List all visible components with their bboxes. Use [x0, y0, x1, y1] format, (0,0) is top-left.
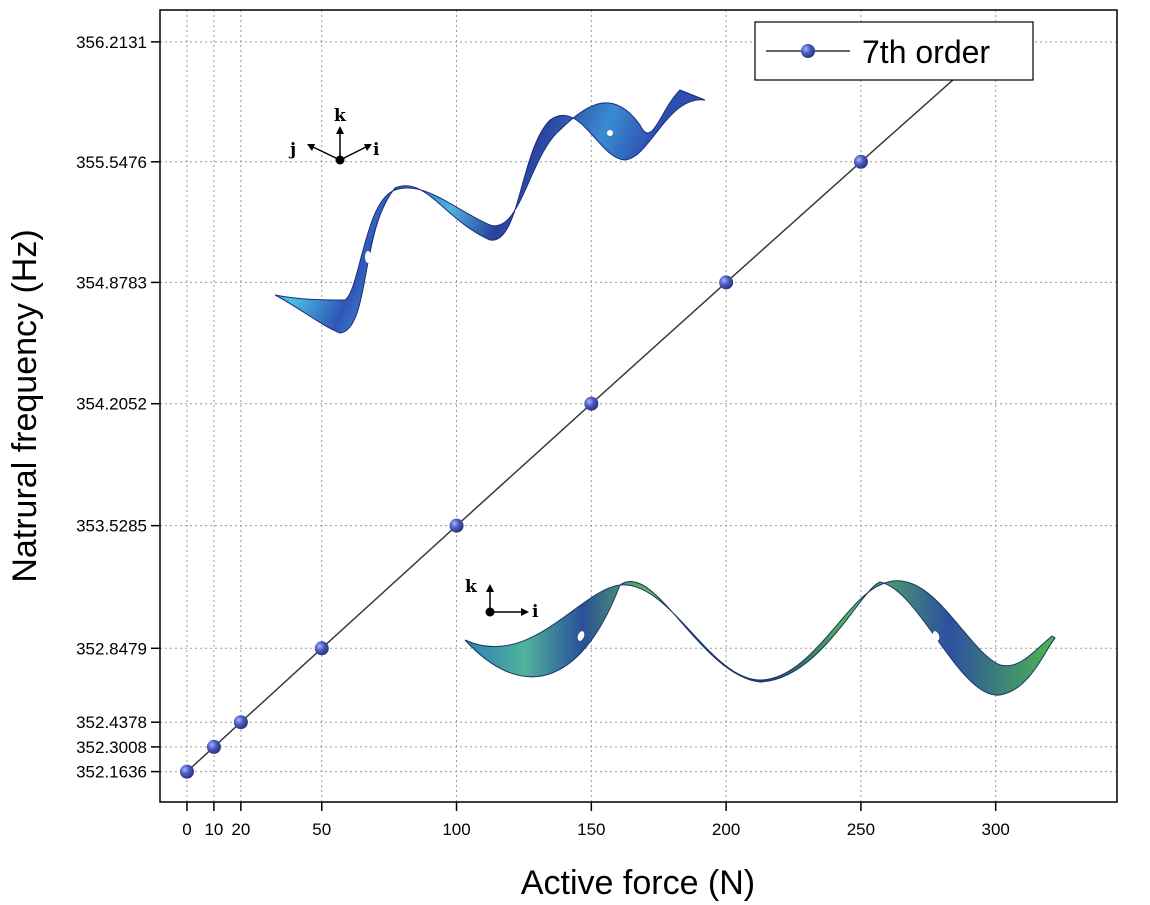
data-point: [179, 764, 194, 779]
data-point: [449, 518, 464, 533]
node-marker: [365, 251, 371, 263]
axis-triad-upper: k j i: [288, 106, 380, 165]
y-tick-label: 353.5285: [76, 517, 147, 536]
mode-shape-inset-upper: k j i: [274, 89, 706, 334]
x-axis: 0 10 20 50 100 150 200 250 300: [182, 802, 1010, 839]
node-marker: [607, 130, 613, 136]
y-tick-label: 354.8783: [76, 273, 147, 292]
node-marker: [577, 631, 585, 641]
y-axis: 352.1636 352.3008 352.4378 352.8479 353.5285…: [76, 33, 160, 782]
x-tick-label: 10: [204, 820, 223, 839]
y-tick-label: 355.5476: [76, 153, 147, 172]
data-point: [233, 715, 248, 730]
data-point: [853, 154, 868, 169]
data-point: [719, 275, 734, 290]
y-tick-label: 352.4378: [76, 713, 147, 732]
mode-shape-surface-upper: [274, 89, 706, 334]
x-tick-label: 20: [231, 820, 250, 839]
y-tick-label: 352.3008: [76, 738, 147, 757]
data-point: [584, 396, 599, 411]
axis-label-j: j: [288, 140, 296, 160]
axis-label-k: k: [334, 106, 347, 126]
series-layer: [179, 34, 1003, 779]
data-point: [314, 641, 329, 656]
legend-label: 7th order: [862, 34, 990, 70]
x-tick-label: 200: [712, 820, 740, 839]
y-tick-label: 352.8479: [76, 639, 147, 658]
x-tick-label: 300: [982, 820, 1010, 839]
axis-label-i: i: [373, 140, 380, 160]
axis-triad-lower: k i: [465, 577, 539, 622]
legend-marker: [801, 44, 815, 58]
axis-label-i: i: [532, 602, 539, 622]
mode-shape-inset-lower: k i: [464, 577, 1056, 696]
x-tick-label: 100: [442, 820, 470, 839]
plot-frame: [159, 9, 1118, 803]
x-tick-label: 0: [182, 820, 191, 839]
legend: 7th order: [754, 21, 1034, 81]
node-marker: [932, 631, 940, 641]
mode-shape-surface-lower: [464, 580, 1056, 696]
x-axis-title: Active force (N): [521, 864, 755, 902]
x-tick-label: 50: [312, 820, 331, 839]
x-tick-label: 250: [847, 820, 875, 839]
data-point: [206, 739, 221, 754]
y-tick-label: 352.1636: [76, 763, 147, 782]
y-axis-title: Natrural frequency (Hz): [6, 229, 44, 582]
axis-label-k: k: [465, 577, 478, 597]
x-tick-label: 150: [577, 820, 605, 839]
y-tick-label: 354.2052: [76, 395, 147, 414]
y-tick-label: 356.2131: [76, 33, 147, 52]
